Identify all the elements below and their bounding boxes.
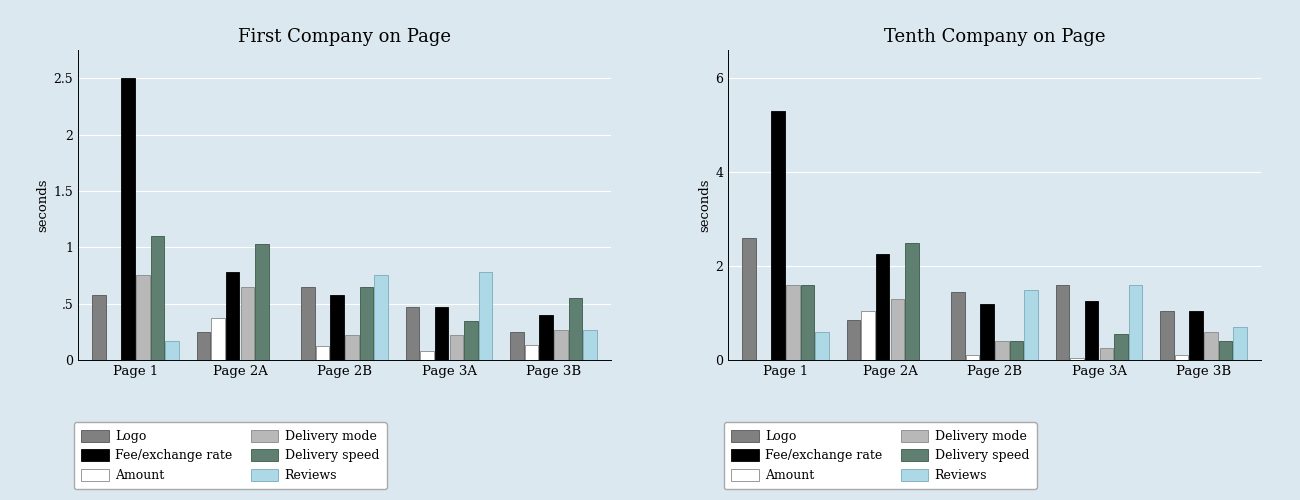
Bar xyxy=(568,298,582,360)
Bar xyxy=(1190,310,1202,360)
Bar xyxy=(226,272,239,360)
Bar xyxy=(165,341,179,360)
Bar xyxy=(406,307,419,360)
Bar xyxy=(862,310,875,360)
Bar xyxy=(1086,302,1098,360)
Title: Tenth Company on Page: Tenth Company on Page xyxy=(884,28,1105,46)
Bar xyxy=(255,244,269,360)
Bar xyxy=(980,304,995,360)
Bar xyxy=(1010,341,1023,360)
Bar xyxy=(92,294,105,360)
Y-axis label: seconds: seconds xyxy=(36,178,49,232)
Y-axis label: seconds: seconds xyxy=(698,178,711,232)
Bar xyxy=(846,320,861,360)
Bar xyxy=(360,286,373,360)
Bar xyxy=(801,285,814,360)
Bar xyxy=(771,111,785,360)
Bar xyxy=(952,292,965,360)
Bar xyxy=(240,286,254,360)
Bar xyxy=(815,332,829,360)
Bar xyxy=(876,254,889,360)
Bar xyxy=(1218,341,1232,360)
Bar xyxy=(1100,348,1113,360)
Bar xyxy=(196,332,211,360)
Bar xyxy=(525,346,538,360)
Bar xyxy=(994,341,1009,360)
Bar xyxy=(510,332,524,360)
Bar xyxy=(212,318,225,360)
Title: First Company on Page: First Company on Page xyxy=(238,28,451,46)
Bar xyxy=(302,286,315,360)
Bar xyxy=(966,356,979,360)
Legend: Logo, Fee/exchange rate, Amount, Delivery mode, Delivery speed, Reviews: Logo, Fee/exchange rate, Amount, Deliver… xyxy=(74,422,386,490)
Bar xyxy=(478,272,493,360)
Bar xyxy=(1160,310,1174,360)
Legend: Logo, Fee/exchange rate, Amount, Delivery mode, Delivery speed, Reviews: Logo, Fee/exchange rate, Amount, Deliver… xyxy=(724,422,1036,490)
Bar xyxy=(742,238,755,360)
Bar xyxy=(1175,356,1188,360)
Bar xyxy=(420,351,434,360)
Bar xyxy=(330,294,344,360)
Bar xyxy=(891,299,904,360)
Bar xyxy=(464,320,478,360)
Bar xyxy=(905,242,919,360)
Bar xyxy=(1024,290,1037,360)
Bar xyxy=(121,78,135,360)
Bar xyxy=(1204,332,1218,360)
Bar xyxy=(374,276,387,360)
Bar xyxy=(316,346,329,360)
Bar xyxy=(450,335,463,360)
Bar xyxy=(436,307,448,360)
Bar xyxy=(1070,358,1084,360)
Bar xyxy=(151,236,164,360)
Bar xyxy=(1114,334,1128,360)
Bar xyxy=(584,330,597,360)
Bar xyxy=(1128,285,1143,360)
Bar xyxy=(136,276,150,360)
Bar xyxy=(786,285,800,360)
Bar xyxy=(1234,327,1247,360)
Bar xyxy=(1056,285,1069,360)
Bar xyxy=(540,315,552,360)
Bar xyxy=(344,335,359,360)
Bar xyxy=(554,330,568,360)
